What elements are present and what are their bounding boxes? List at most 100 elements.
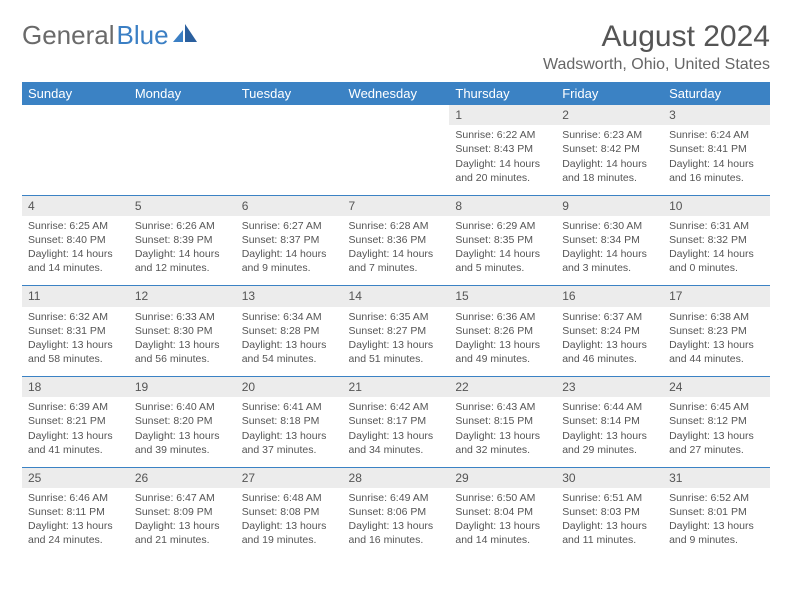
day-cell: Sunrise: 6:48 AMSunset: 8:08 PMDaylight:…: [236, 488, 343, 558]
sunrise-text: Sunrise: 6:50 AM: [455, 491, 550, 505]
daylight-text: Daylight: 13 hours and 27 minutes.: [669, 429, 764, 457]
sunrise-text: Sunrise: 6:48 AM: [242, 491, 337, 505]
daylight-text: Daylight: 13 hours and 32 minutes.: [455, 429, 550, 457]
sunset-text: Sunset: 8:41 PM: [669, 142, 764, 156]
sunrise-text: Sunrise: 6:30 AM: [562, 219, 657, 233]
day-cell: Sunrise: 6:23 AMSunset: 8:42 PMDaylight:…: [556, 125, 663, 195]
day-number: 10: [663, 195, 770, 216]
sunrise-text: Sunrise: 6:52 AM: [669, 491, 764, 505]
sunrise-text: Sunrise: 6:36 AM: [455, 310, 550, 324]
sunrise-text: Sunrise: 6:28 AM: [349, 219, 444, 233]
day-cell: Sunrise: 6:29 AMSunset: 8:35 PMDaylight:…: [449, 216, 556, 286]
daylight-text: Daylight: 13 hours and 46 minutes.: [562, 338, 657, 366]
day-data-row: Sunrise: 6:39 AMSunset: 8:21 PMDaylight:…: [22, 397, 770, 467]
sunset-text: Sunset: 8:01 PM: [669, 505, 764, 519]
sunrise-text: Sunrise: 6:31 AM: [669, 219, 764, 233]
day-number: 15: [449, 286, 556, 307]
day-cell: Sunrise: 6:51 AMSunset: 8:03 PMDaylight:…: [556, 488, 663, 558]
day-cell: Sunrise: 6:36 AMSunset: 8:26 PMDaylight:…: [449, 307, 556, 377]
sunset-text: Sunset: 8:20 PM: [135, 414, 230, 428]
day-cell: Sunrise: 6:42 AMSunset: 8:17 PMDaylight:…: [343, 397, 450, 467]
sunset-text: Sunset: 8:42 PM: [562, 142, 657, 156]
daylight-text: Daylight: 14 hours and 14 minutes.: [28, 247, 123, 275]
sunrise-text: Sunrise: 6:47 AM: [135, 491, 230, 505]
day-number: 23: [556, 377, 663, 398]
day-cell: Sunrise: 6:31 AMSunset: 8:32 PMDaylight:…: [663, 216, 770, 286]
sunset-text: Sunset: 8:09 PM: [135, 505, 230, 519]
sunset-text: Sunset: 8:06 PM: [349, 505, 444, 519]
sunrise-text: Sunrise: 6:37 AM: [562, 310, 657, 324]
location-text: Wadsworth, Ohio, United States: [543, 56, 770, 74]
sunrise-text: Sunrise: 6:42 AM: [349, 400, 444, 414]
day-header: Friday: [556, 82, 663, 105]
daylight-text: Daylight: 13 hours and 9 minutes.: [669, 519, 764, 547]
day-cell: [22, 125, 129, 195]
sunset-text: Sunset: 8:34 PM: [562, 233, 657, 247]
sunrise-text: Sunrise: 6:39 AM: [28, 400, 123, 414]
brand-part2: Blue: [117, 20, 169, 51]
sunset-text: Sunset: 8:26 PM: [455, 324, 550, 338]
daylight-text: Daylight: 13 hours and 51 minutes.: [349, 338, 444, 366]
sunset-text: Sunset: 8:03 PM: [562, 505, 657, 519]
day-number: 20: [236, 377, 343, 398]
sunset-text: Sunset: 8:30 PM: [135, 324, 230, 338]
daylight-text: Daylight: 14 hours and 9 minutes.: [242, 247, 337, 275]
sail-icon: [173, 20, 199, 51]
sunset-text: Sunset: 8:23 PM: [669, 324, 764, 338]
brand-part1: General: [22, 20, 115, 51]
day-cell: Sunrise: 6:52 AMSunset: 8:01 PMDaylight:…: [663, 488, 770, 558]
day-number: [22, 105, 129, 125]
daylight-text: Daylight: 13 hours and 44 minutes.: [669, 338, 764, 366]
calendar-table: SundayMondayTuesdayWednesdayThursdayFrid…: [22, 82, 770, 558]
day-number: 7: [343, 195, 450, 216]
daylight-text: Daylight: 14 hours and 20 minutes.: [455, 157, 550, 185]
daylight-text: Daylight: 14 hours and 12 minutes.: [135, 247, 230, 275]
day-cell: Sunrise: 6:22 AMSunset: 8:43 PMDaylight:…: [449, 125, 556, 195]
title-block: August 2024 Wadsworth, Ohio, United Stat…: [543, 20, 770, 74]
day-number-row: 25262728293031: [22, 467, 770, 488]
day-number: 8: [449, 195, 556, 216]
daylight-text: Daylight: 13 hours and 41 minutes.: [28, 429, 123, 457]
day-number: 17: [663, 286, 770, 307]
day-header: Sunday: [22, 82, 129, 105]
sunrise-text: Sunrise: 6:49 AM: [349, 491, 444, 505]
page-header: GeneralBlue August 2024 Wadsworth, Ohio,…: [22, 20, 770, 74]
brand-logo: GeneralBlue: [22, 20, 199, 51]
day-header: Tuesday: [236, 82, 343, 105]
sunset-text: Sunset: 8:11 PM: [28, 505, 123, 519]
day-number-row: 18192021222324: [22, 377, 770, 398]
sunrise-text: Sunrise: 6:41 AM: [242, 400, 337, 414]
sunrise-text: Sunrise: 6:26 AM: [135, 219, 230, 233]
day-number: 11: [22, 286, 129, 307]
daylight-text: Daylight: 13 hours and 34 minutes.: [349, 429, 444, 457]
day-data-row: Sunrise: 6:25 AMSunset: 8:40 PMDaylight:…: [22, 216, 770, 286]
day-header: Monday: [129, 82, 236, 105]
sunset-text: Sunset: 8:04 PM: [455, 505, 550, 519]
day-number: 18: [22, 377, 129, 398]
day-number: 5: [129, 195, 236, 216]
daylight-text: Daylight: 14 hours and 18 minutes.: [562, 157, 657, 185]
daylight-text: Daylight: 14 hours and 7 minutes.: [349, 247, 444, 275]
day-number-row: 123: [22, 105, 770, 125]
day-cell: Sunrise: 6:27 AMSunset: 8:37 PMDaylight:…: [236, 216, 343, 286]
day-cell: Sunrise: 6:35 AMSunset: 8:27 PMDaylight:…: [343, 307, 450, 377]
sunrise-text: Sunrise: 6:40 AM: [135, 400, 230, 414]
day-number: 27: [236, 467, 343, 488]
day-header-row: SundayMondayTuesdayWednesdayThursdayFrid…: [22, 82, 770, 105]
sunrise-text: Sunrise: 6:45 AM: [669, 400, 764, 414]
day-number-row: 45678910: [22, 195, 770, 216]
daylight-text: Daylight: 13 hours and 11 minutes.: [562, 519, 657, 547]
day-cell: Sunrise: 6:34 AMSunset: 8:28 PMDaylight:…: [236, 307, 343, 377]
day-number: 16: [556, 286, 663, 307]
sunrise-text: Sunrise: 6:24 AM: [669, 128, 764, 142]
sunset-text: Sunset: 8:37 PM: [242, 233, 337, 247]
sunset-text: Sunset: 8:08 PM: [242, 505, 337, 519]
daylight-text: Daylight: 13 hours and 24 minutes.: [28, 519, 123, 547]
day-cell: Sunrise: 6:39 AMSunset: 8:21 PMDaylight:…: [22, 397, 129, 467]
daylight-text: Daylight: 13 hours and 14 minutes.: [455, 519, 550, 547]
sunset-text: Sunset: 8:32 PM: [669, 233, 764, 247]
day-number: 30: [556, 467, 663, 488]
day-cell: Sunrise: 6:50 AMSunset: 8:04 PMDaylight:…: [449, 488, 556, 558]
daylight-text: Daylight: 13 hours and 49 minutes.: [455, 338, 550, 366]
day-cell: Sunrise: 6:37 AMSunset: 8:24 PMDaylight:…: [556, 307, 663, 377]
